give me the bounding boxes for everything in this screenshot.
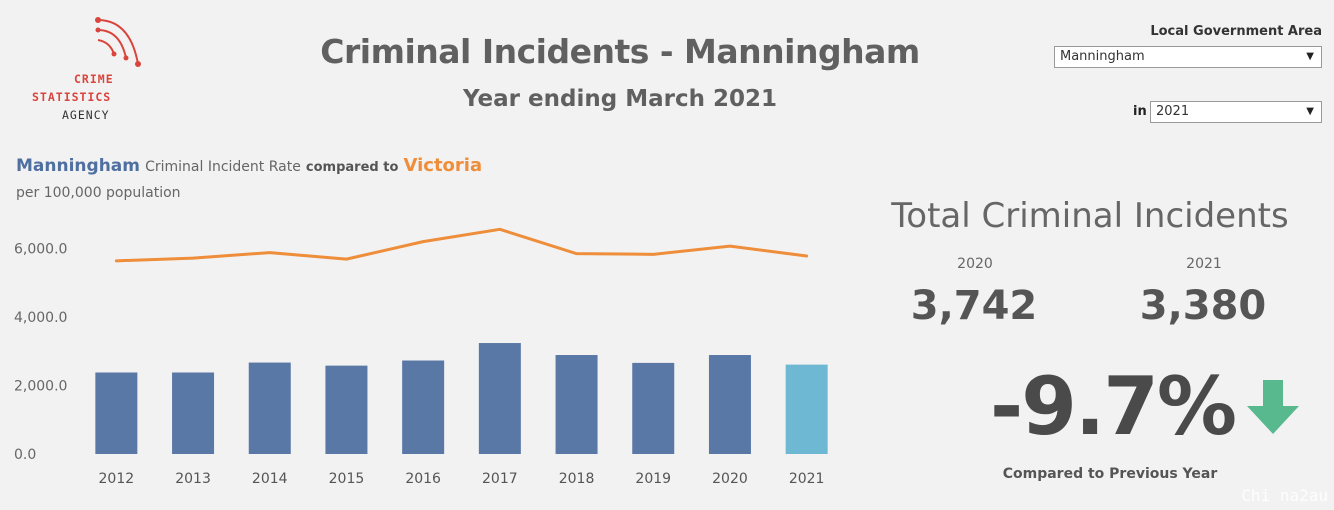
kpi-previous-value: 3,742 [910,283,1038,329]
x-tick-label: 2020 [712,471,748,487]
victoria-point-2014 [269,252,271,254]
bar-2012 [95,372,138,454]
victoria-point-2013 [192,257,194,259]
chart-legend-heading: Manningham Criminal Incident Rate compar… [16,155,482,176]
victoria-point-2021 [806,255,808,257]
victoria-point-2018 [576,253,578,255]
x-tick-label: 2013 [175,471,211,487]
bar-2018 [555,355,598,454]
year-filter-label: in [1133,104,1147,119]
watermark-text: Chi na2au [1241,486,1328,505]
chart-unit-label: per 100,000 population [16,185,181,201]
incident-rate-chart: 0.0 2,000.0 4,000.0 6,000.0 2012 2013 2014 2015… [14,227,828,487]
x-tick-label: 2021 [789,471,825,487]
victoria-line [114,227,809,263]
kpi-current-year: 2021 [1186,256,1222,272]
x-tick-label: 2019 [635,471,671,487]
bar-2014 [248,362,291,454]
kpi-percent-change: -9.7% [990,360,1237,453]
bar-2015 [325,365,368,454]
logo-text-agency: AGENCY [62,108,110,122]
y-tick-label: 2,000.0 [14,379,67,395]
victoria-point-2015 [345,258,347,260]
victoria-point-2016 [422,241,424,243]
bar-2021 [785,364,828,454]
year-select-value: 2021 [1156,104,1190,119]
victoria-point-2012 [115,260,117,262]
y-tick-label: 6,000.0 [14,242,67,258]
kpi-current-value: 3,380 [1139,283,1267,329]
bar-2020 [708,355,751,454]
page-subtitle: Year ending March 2021 [463,86,777,112]
y-tick-label: 4,000.0 [14,310,67,326]
kpi-title: Total Criminal Incidents [891,196,1289,236]
x-tick-label: 2012 [99,471,135,487]
legend-series-manningham: Manningham [16,156,140,176]
year-select[interactable]: 2021 ▼ [1150,101,1322,123]
lga-select[interactable]: Manningham ▼ [1054,46,1322,68]
page-title: Criminal Incidents - Manningham [320,32,920,71]
logo-text-statistics: STATISTICS [32,90,112,104]
x-tick-label: 2016 [405,471,441,487]
victoria-point-2019 [652,253,654,255]
logo-arc-icon [95,17,141,67]
victoria-point-2017 [499,228,501,230]
dropdown-arrow-icon[interactable]: ▼ [1306,51,1314,62]
crime-statistics-agency-logo: CRIME STATISTICS AGENCY [28,14,158,124]
bar-2019 [632,362,675,454]
bar-2017 [478,343,521,454]
legend-rate-text: Criminal Incident Rate [145,159,301,175]
x-tick-label: 2014 [252,471,288,487]
bar-2016 [402,360,445,454]
lga-filter-label: Local Government Area [1150,24,1322,39]
x-tick-label: 2018 [559,471,595,487]
kpi-compared-label: Compared to Previous Year [1002,466,1218,482]
x-tick-label: 2015 [329,471,365,487]
down-arrow-icon [1247,380,1299,434]
lga-select-value: Manningham [1060,49,1145,64]
dropdown-arrow-icon[interactable]: ▼ [1306,106,1314,117]
logo-text-crime: CRIME [74,72,114,86]
victoria-point-2020 [729,245,731,247]
kpi-previous-year: 2020 [957,256,993,272]
bar-2013 [172,372,215,454]
x-tick-label: 2017 [482,471,518,487]
legend-series-victoria: Victoria [403,155,483,176]
legend-compare-text: compared to [305,160,399,175]
y-tick-label: 0.0 [14,447,36,463]
